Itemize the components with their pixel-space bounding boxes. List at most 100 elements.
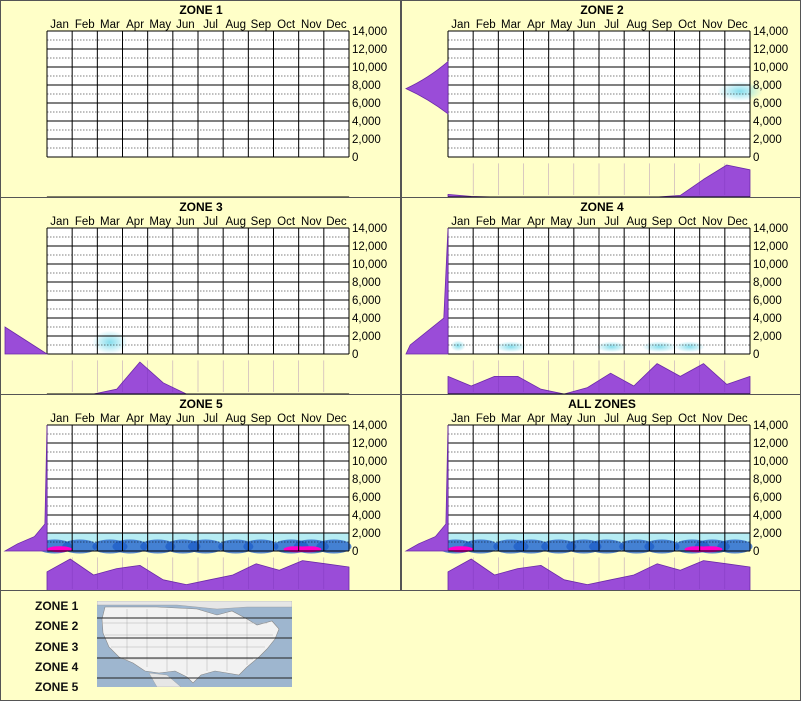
month-label: Oct [277, 19, 296, 31]
month-label: Jul [203, 19, 218, 31]
y-tick-label: 12,000 [352, 44, 387, 56]
month-label: Aug [226, 19, 246, 31]
chart-grid: ZONE 1 Jan Feb Mar Apr May Jun Jul Aug Sep Oct Nov D… [0, 0, 801, 592]
map-land [101, 606, 280, 684]
elevation-profile [404, 424, 449, 552]
y-tick-label: 6,000 [753, 492, 782, 504]
month-label: Mar [100, 413, 120, 425]
zone-legend: ZONE 1 ZONE 2 ZONE 3 ZONE 4 ZONE 5 [0, 590, 801, 701]
heat-spot [644, 539, 680, 554]
month-label: Mar [501, 216, 521, 228]
month-label: Oct [678, 19, 697, 31]
y-tick-label: 10,000 [352, 62, 387, 74]
panel-title: ZONE 5 [179, 397, 223, 411]
month-label: Feb [476, 413, 496, 425]
elevation-profile [3, 424, 48, 552]
zone-panel-4: ZONE 4 Jan Feb Mar Apr May Jun Jul Aug Sep Oct Nov D… [401, 197, 801, 395]
heat-spot [316, 539, 352, 554]
y-tick-label: 8,000 [352, 277, 381, 289]
legend-zone-1: ZONE 1 [35, 599, 79, 613]
month-label: Apr [126, 413, 144, 425]
panel-title: ALL ZONES [568, 397, 636, 411]
y-tick-label: 14,000 [753, 420, 788, 432]
y-tick-label: 12,000 [352, 241, 387, 253]
y-tick-label: 14,000 [753, 26, 788, 38]
month-label: Jul [604, 413, 619, 425]
y-tick-label: 8,000 [753, 474, 782, 486]
map-zone-lines [97, 617, 292, 679]
y-tick-label: 0 [352, 152, 358, 164]
month-label: Sep [251, 19, 271, 31]
heat-spot [596, 341, 627, 353]
y-tick-label: 14,000 [352, 420, 387, 432]
heat-spot [674, 341, 705, 353]
y-tick-label: 10,000 [753, 62, 788, 74]
y-tick-label: 4,000 [753, 313, 782, 325]
month-label: Oct [277, 216, 296, 228]
month-label: Feb [75, 19, 95, 31]
month-label: Feb [476, 216, 496, 228]
panel-chart-svg: ZONE 1 Jan Feb Mar Apr May Jun Jul Aug Sep Oct Nov D… [46, 3, 387, 198]
month-label: Jun [577, 216, 596, 228]
y-tick-label: 0 [753, 349, 759, 361]
panel-chart-svg: ZONE 4 Jan Feb Mar Apr May Jun Jul Aug Sep Oct Nov D… [405, 200, 788, 395]
elevation-profile [405, 60, 449, 115]
month-label: May [550, 413, 572, 425]
us-map-image [97, 601, 292, 687]
month-label: Jun [176, 19, 195, 31]
month-label: Jun [176, 413, 195, 425]
month-label: Apr [527, 216, 545, 228]
y-tick-label: 12,000 [753, 241, 788, 253]
month-label: May [149, 19, 171, 31]
zone-panel-2: ZONE 2 Jan Feb Mar Apr May Jun Jul Aug Sep Oct Nov D… [401, 0, 801, 198]
heat-spot [243, 539, 279, 554]
month-label: Aug [627, 216, 647, 228]
heat-spot [112, 539, 148, 554]
heat-spot [541, 539, 577, 554]
y-tick-label: 0 [753, 152, 759, 164]
y-tick-label: 10,000 [352, 259, 387, 271]
month-label: May [149, 413, 171, 425]
y-tick-label: 4,000 [352, 313, 381, 325]
month-label: Jun [176, 216, 195, 228]
month-label: Sep [652, 216, 672, 228]
month-label: Aug [226, 413, 246, 425]
month-label: Nov [702, 413, 723, 425]
y-tick-label: 2,000 [352, 331, 381, 343]
legend-zone-5: ZONE 5 [35, 680, 79, 694]
month-label: Nov [301, 216, 322, 228]
panel-title: ZONE 1 [179, 3, 223, 17]
month-label: Oct [678, 216, 697, 228]
y-tick-label: 2,000 [352, 134, 381, 146]
y-tick-label: 4,000 [352, 116, 381, 128]
month-label: Mar [100, 19, 120, 31]
month-label: Feb [75, 216, 95, 228]
y-tick-label: 0 [753, 546, 759, 558]
heat-spot [717, 81, 763, 102]
y-tick-label: 8,000 [352, 474, 381, 486]
month-label: Jul [203, 216, 218, 228]
zone-panel-6: ALL ZONES Jan Feb Mar Apr May Jun Jul Aug Sep Oct N… [401, 394, 801, 592]
y-tick-label: 0 [352, 349, 358, 361]
month-label: Dec [727, 216, 748, 228]
month-label: Jan [451, 216, 470, 228]
month-label: Dec [727, 19, 748, 31]
month-label: Nov [702, 216, 723, 228]
zone-panel-5: ZONE 5 Jan Feb Mar Apr May Jun Jul Aug Sep Oct Nov D… [0, 394, 401, 592]
panel-title: ZONE 3 [179, 200, 223, 214]
y-tick-label: 14,000 [352, 223, 387, 235]
month-label: Dec [326, 19, 347, 31]
y-tick-label: 4,000 [352, 510, 381, 522]
heat-spot [140, 539, 176, 554]
heat-spot [495, 341, 527, 353]
month-label: May [550, 19, 572, 31]
legend-zone-2: ZONE 2 [35, 619, 79, 633]
month-label: Sep [652, 19, 672, 31]
panel-title: ZONE 4 [580, 200, 624, 214]
y-tick-label: 12,000 [352, 438, 387, 450]
heat-spot [717, 539, 753, 554]
month-label: Jul [604, 216, 619, 228]
month-label: Jun [577, 19, 596, 31]
month-label: Mar [501, 413, 521, 425]
month-label: Dec [727, 413, 748, 425]
